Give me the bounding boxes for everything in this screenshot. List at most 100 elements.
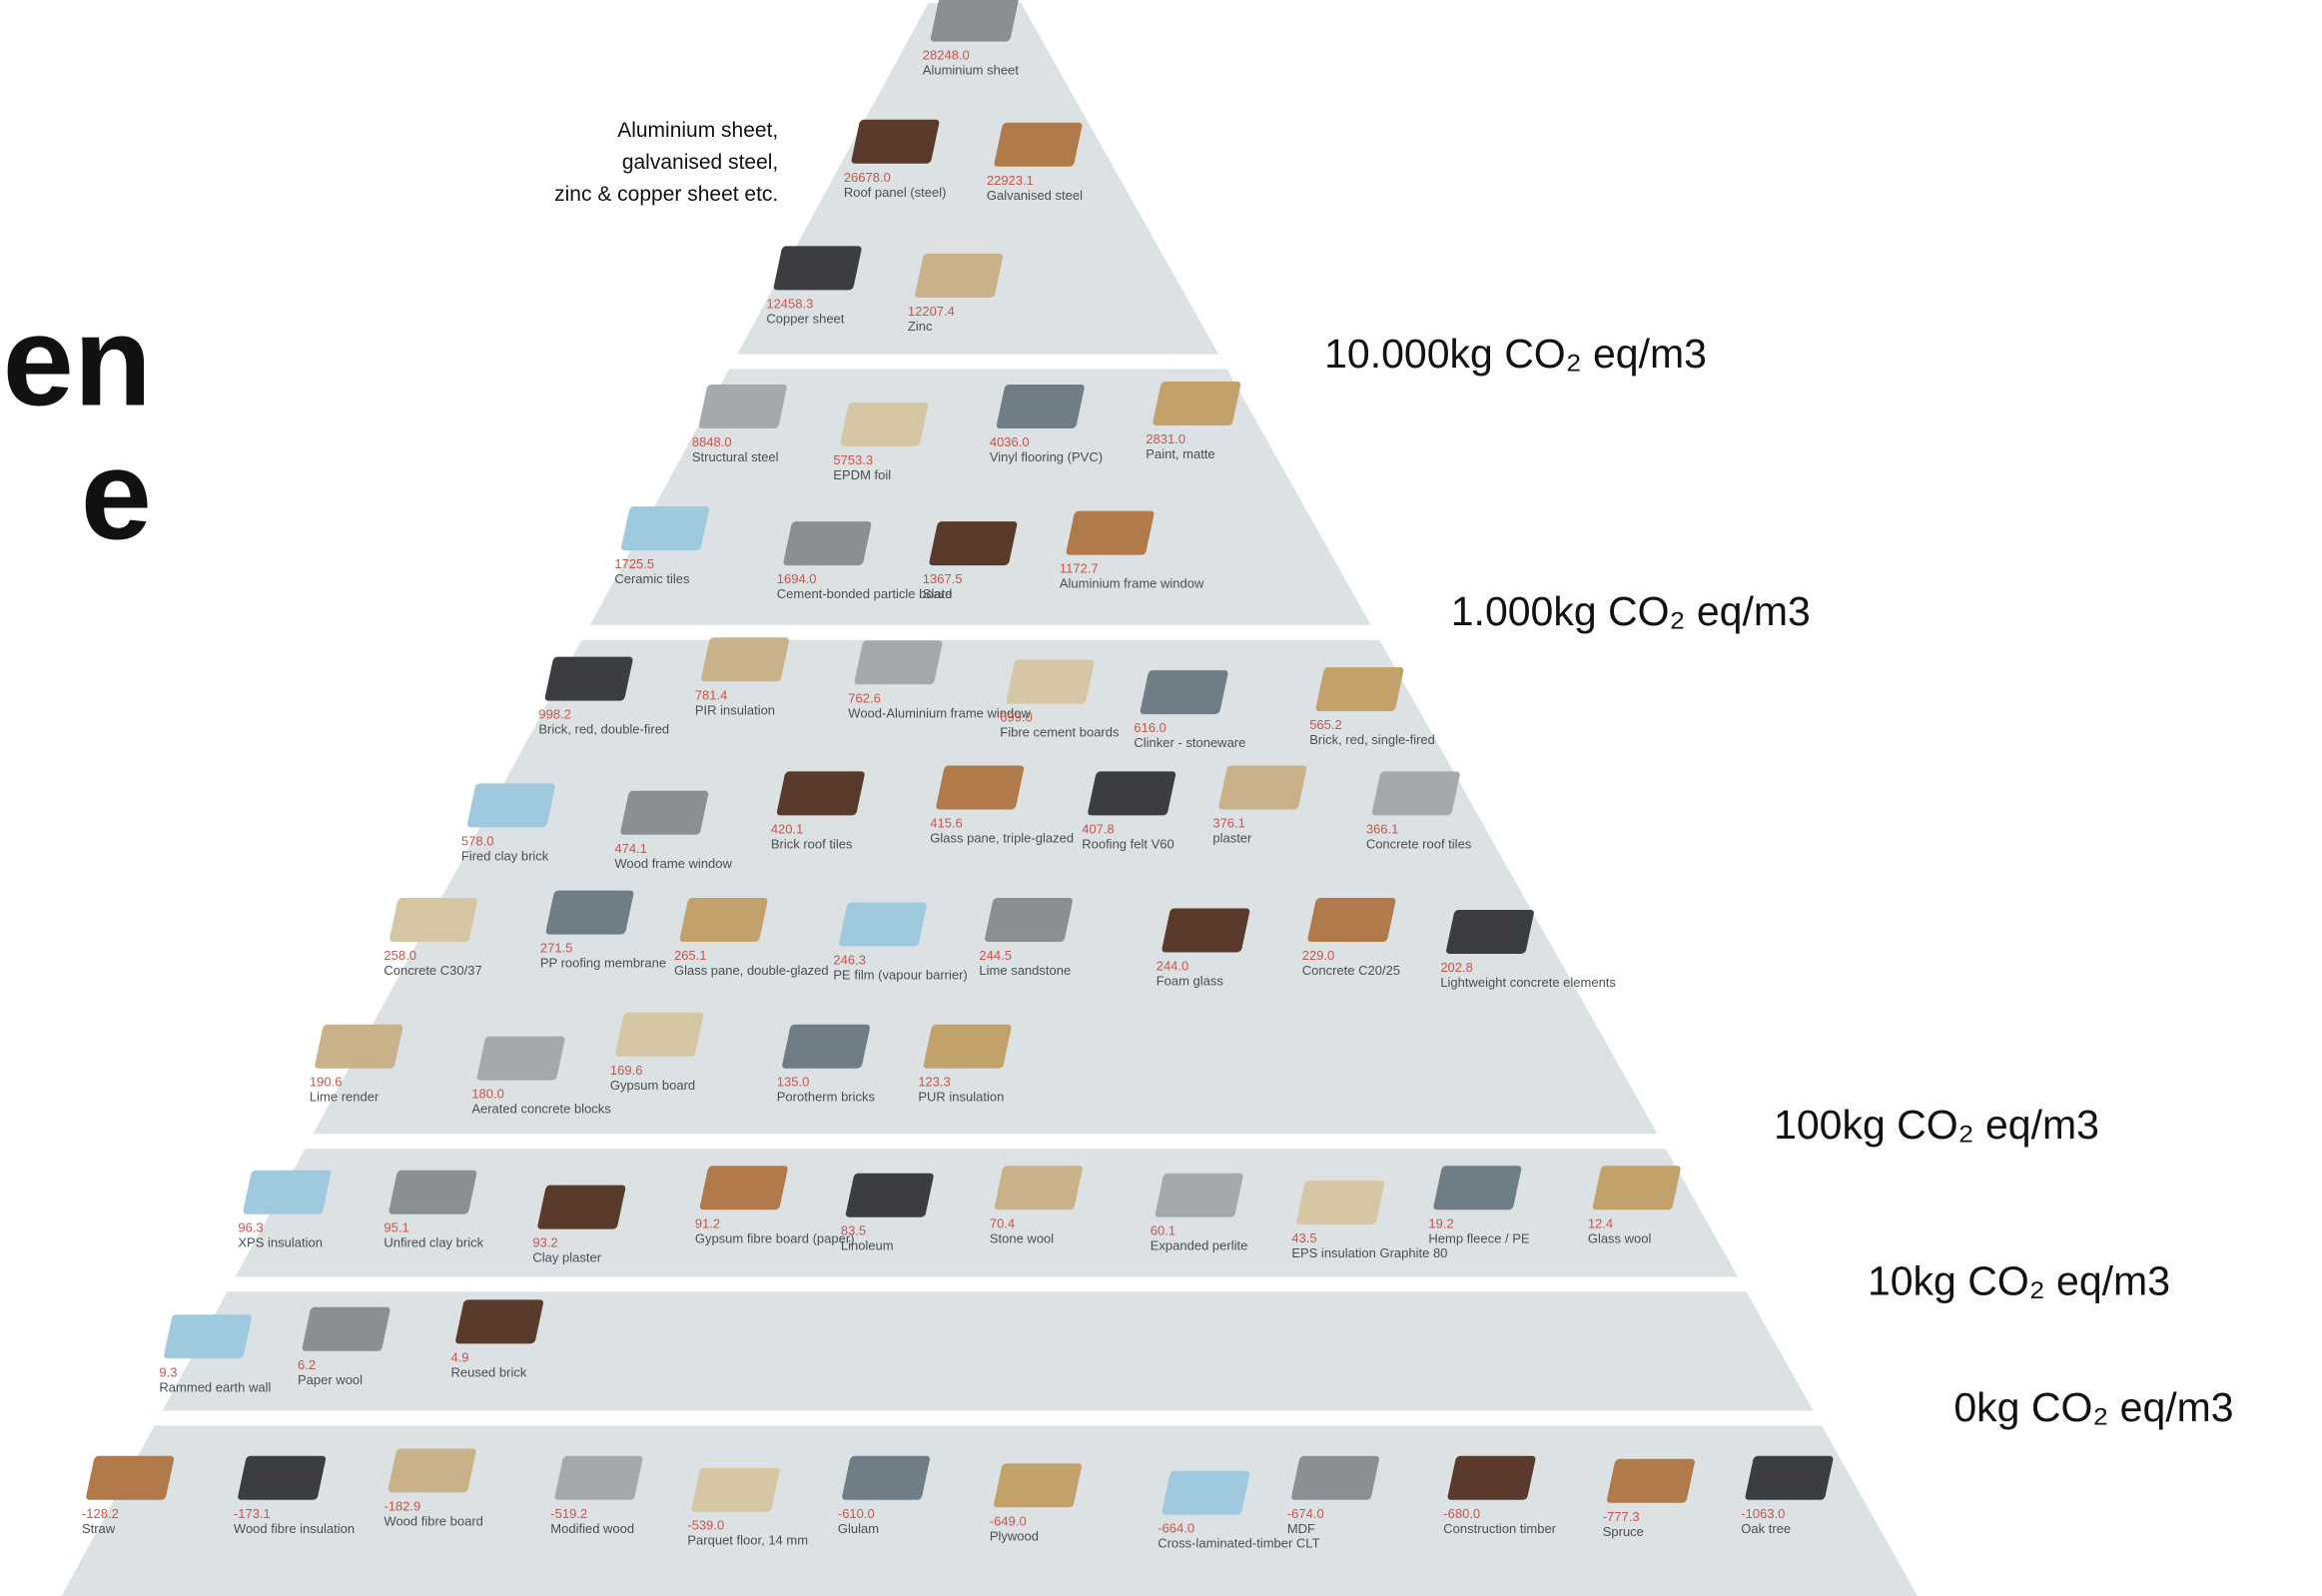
material-name: Aluminium sheet [923, 63, 1019, 78]
material-sample [854, 640, 943, 684]
material-sample [387, 1448, 476, 1492]
material-name: Aluminium frame window [1060, 576, 1204, 591]
material-sample [936, 765, 1025, 809]
material-name: Gypsum board [610, 1078, 695, 1093]
material-name: Linoleum [841, 1238, 894, 1253]
material-value: 123.3 [918, 1075, 951, 1090]
material-value: 8848.0 [692, 434, 732, 449]
material-name: Clinker - stoneware [1134, 735, 1245, 750]
material-value: 5753.3 [833, 452, 873, 467]
pyramid-diagram: 28248.0Aluminium sheet26678.0Roof panel … [0, 0, 2322, 1596]
material-value: 781.4 [695, 687, 728, 702]
material-value: 246.3 [833, 953, 866, 968]
material-value: 202.8 [1440, 960, 1473, 975]
material-value: 83.5 [841, 1223, 866, 1238]
material-name: Paper wool [298, 1372, 363, 1387]
material-value: -128.2 [82, 1506, 119, 1521]
material-name: Spruce [1603, 1524, 1644, 1539]
material-name: Structural steel [692, 449, 779, 464]
material-sample [996, 385, 1085, 428]
material-name: Unfired clay brick [384, 1235, 483, 1250]
material-name: Lime render [310, 1090, 380, 1105]
material-name: Expanded perlite [1151, 1238, 1248, 1253]
material-sample [85, 1456, 174, 1500]
material-name: Wood fibre insulation [234, 1521, 355, 1536]
material-sample [840, 402, 929, 446]
material-name: PE film (vapour barrier) [833, 968, 967, 983]
material-name: Fired clay brick [461, 848, 549, 863]
material-name: Porotherm bricks [777, 1090, 876, 1105]
material-value: 998.2 [538, 707, 571, 722]
material-value: 420.1 [771, 821, 804, 836]
material-sample [930, 0, 1019, 42]
material-name: MDF [1287, 1521, 1315, 1536]
material-sample [466, 783, 555, 827]
material-sample [851, 120, 940, 164]
material-value: 244.0 [1157, 958, 1189, 973]
material-sample [1290, 1456, 1379, 1500]
material-sample [773, 246, 862, 290]
material-value: 271.5 [540, 941, 573, 956]
material-sample [302, 1307, 390, 1351]
material-value: 4.9 [450, 1349, 468, 1364]
material-value: -680.0 [1443, 1506, 1480, 1521]
pyramid-tier [163, 1291, 1814, 1410]
material-value: 2831.0 [1146, 431, 1185, 446]
material-value: 258.0 [384, 948, 416, 963]
material-name: plaster [1212, 830, 1252, 845]
pyramid-tier [60, 1425, 1921, 1596]
material-sample [537, 1186, 626, 1229]
material-sample [1592, 1166, 1681, 1209]
threshold-label: 10.000kg CO₂ eq/m3 [1324, 331, 1707, 377]
material-sample [388, 898, 477, 942]
material-sample [923, 1025, 1012, 1069]
material-value: 474.1 [614, 841, 647, 856]
material-value: 244.5 [979, 948, 1012, 963]
material-name: PP roofing membrane [540, 956, 666, 971]
material-sample [1745, 1456, 1834, 1500]
material-value: 578.0 [461, 833, 494, 848]
material-value: 366.1 [1366, 821, 1399, 836]
material-sample [1447, 1456, 1536, 1500]
material-name: Concrete C20/25 [1302, 963, 1400, 978]
material-sample [845, 1174, 934, 1217]
material-value: 407.8 [1082, 821, 1115, 836]
material-name: Paint, matte [1146, 446, 1214, 461]
material-sample [620, 506, 709, 550]
material-value: 1725.5 [614, 556, 654, 571]
material-value: 12.4 [1588, 1215, 1613, 1230]
material-name: Brick, red, double-fired [538, 722, 669, 737]
material-value: 190.6 [310, 1075, 343, 1090]
material-sample [994, 1166, 1083, 1209]
material-name: Hemp fleece / PE [1428, 1230, 1529, 1245]
material-sample [545, 891, 634, 935]
material-name: Lime sandstone [979, 963, 1071, 978]
material-value: 19.2 [1428, 1215, 1453, 1230]
material-name: EPS insulation Graphite 80 [1291, 1245, 1447, 1260]
material-name: Gypsum fibre board (paper) [695, 1230, 855, 1245]
material-sample [476, 1037, 565, 1081]
material-sample [315, 1025, 403, 1069]
material-name: Brick, red, single-fired [1309, 732, 1435, 747]
material-sample [237, 1456, 326, 1500]
material-sample [1155, 1174, 1243, 1217]
material-name: Glass pane, double-glazed [674, 963, 829, 978]
material-sample [1088, 771, 1176, 815]
material-sample [243, 1171, 332, 1214]
material-name: XPS insulation [238, 1235, 323, 1250]
material-sample [781, 1025, 870, 1069]
material-value: 91.2 [695, 1215, 720, 1230]
material-sample [1140, 670, 1228, 714]
material-sample [1606, 1459, 1695, 1503]
material-sample [1315, 667, 1404, 711]
material-sample [1006, 660, 1095, 704]
material-name: PUR insulation [918, 1090, 1004, 1105]
material-sample [699, 1166, 788, 1209]
material-name: Glass pane, triple-glazed [930, 830, 1074, 845]
material-name: Brick roof tiles [771, 836, 853, 851]
material-value: 96.3 [238, 1220, 263, 1235]
material-value: 93.2 [532, 1235, 557, 1250]
material-sample [783, 521, 872, 565]
material-value: 12458.3 [766, 296, 813, 311]
material-value: 415.6 [930, 815, 963, 830]
